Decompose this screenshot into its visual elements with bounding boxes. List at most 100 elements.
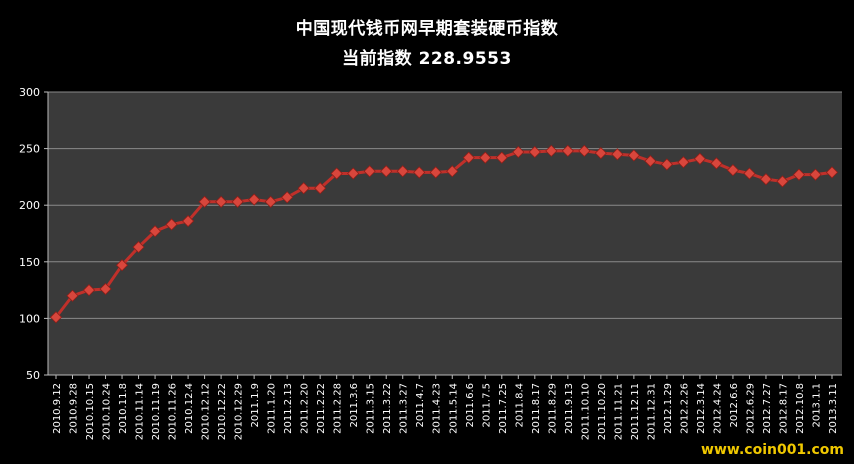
series-index — [49, 144, 839, 324]
y-tick-label: 200 — [19, 199, 40, 212]
data-point — [396, 165, 409, 178]
x-tick-label: 2011.10.20 — [597, 383, 608, 440]
x-tick-label: 2011.1.20 — [267, 383, 278, 434]
data-point — [561, 144, 574, 157]
data-point — [611, 148, 624, 161]
x-tick-label: 2011.3.6 — [349, 383, 360, 428]
x-tick-label: 2011.1.9 — [250, 383, 261, 428]
data-point — [66, 289, 79, 302]
x-tick-label: 2012.6.6 — [729, 383, 740, 428]
x-tick-label: 2011.4.7 — [415, 383, 426, 428]
data-point — [660, 158, 673, 171]
data-point — [297, 182, 310, 195]
x-tick-label: 2012.2.26 — [679, 383, 690, 434]
y-tick-label: 50 — [26, 369, 40, 382]
x-tick-label: 2012.4.24 — [712, 383, 723, 434]
data-point — [627, 149, 640, 162]
data-point — [330, 167, 343, 180]
data-point — [495, 151, 508, 164]
data-point — [644, 154, 657, 168]
x-tick-label: 2011.7.5 — [481, 383, 492, 428]
data-point — [693, 152, 706, 165]
data-point — [215, 195, 228, 208]
data-point — [809, 168, 822, 181]
x-tick-label: 2012.1.29 — [663, 383, 674, 434]
x-tick-label: 2011.2.28 — [333, 383, 344, 434]
data-point — [710, 157, 723, 170]
x-tick-label: 2011.12.11 — [630, 383, 641, 440]
data-point — [413, 166, 426, 179]
data-point — [314, 182, 327, 195]
data-point — [347, 167, 360, 180]
data-point — [512, 145, 525, 159]
data-point — [115, 259, 129, 272]
x-tick-label: 2013.1.1 — [811, 383, 822, 428]
data-point — [825, 166, 839, 179]
x-tick-label: 2011.10.10 — [580, 383, 591, 440]
x-tick-label: 2011.2.13 — [283, 383, 294, 434]
data-point — [99, 282, 112, 296]
x-tick-label: 2011.9.13 — [564, 383, 575, 434]
x-tick-label: 2010.12.29 — [234, 383, 245, 440]
data-point — [743, 167, 756, 180]
plot-area — [48, 92, 842, 375]
x-tick-label: 2010.12.12 — [201, 383, 212, 440]
chart-title-block: 中国现代钱币网早期套装硬币指数 当前指数 228.9553 — [0, 14, 854, 74]
data-point — [165, 218, 178, 231]
data-point — [248, 193, 261, 206]
data-point — [132, 241, 145, 254]
x-tick-label: 2013.3.11 — [828, 383, 839, 434]
chart-subtitle: 当前指数 228.9553 — [342, 49, 512, 69]
data-point — [446, 165, 459, 178]
x-tick-label: 2010.11.26 — [168, 383, 179, 440]
x-tick-label: 2010.9.28 — [69, 383, 80, 434]
x-tick-label: 2010.12.4 — [184, 383, 195, 434]
data-point — [380, 165, 393, 178]
data-point — [726, 164, 740, 177]
y-tick-label: 250 — [19, 143, 40, 156]
x-tick-label: 2010.10.15 — [85, 383, 96, 440]
site-watermark: www.coin001.com — [701, 442, 844, 458]
data-point — [82, 284, 96, 297]
x-tick-label: 2010.12.22 — [217, 383, 228, 440]
x-tick-label: 2012.10.8 — [795, 383, 806, 434]
data-point — [677, 156, 690, 169]
data-point — [792, 168, 806, 181]
data-point — [148, 225, 162, 238]
x-tick-label: 2010.9.12 — [52, 383, 63, 434]
data-point — [462, 151, 475, 164]
x-tick-label: 2010.11.19 — [151, 383, 162, 440]
x-tick-label: 2011.8.29 — [547, 383, 558, 434]
data-point — [528, 145, 541, 159]
x-tick-label: 2011.3.15 — [366, 383, 377, 434]
x-tick-label: 2011.12.31 — [646, 383, 657, 440]
data-point — [578, 144, 591, 157]
data-point — [429, 166, 442, 179]
x-tick-label: 2011.3.27 — [399, 383, 410, 434]
x-tick-label: 2010.11.8 — [118, 383, 129, 434]
data-point — [776, 175, 789, 188]
y-axis: 50 100 150 200 250 300 — [19, 86, 49, 382]
x-tick-label: 2012.3.14 — [696, 383, 707, 434]
data-point — [545, 144, 558, 157]
data-point — [594, 147, 607, 160]
x-tick-label: 2011.8.17 — [531, 383, 542, 434]
data-point — [479, 151, 492, 164]
x-tick-label: 2011.5.14 — [448, 383, 459, 434]
data-point — [49, 311, 63, 324]
x-tick-label: 2012.7.27 — [762, 383, 773, 434]
x-tick-label: 2011.4.23 — [432, 383, 443, 434]
data-point — [281, 191, 294, 204]
x-tick-label: 2011.7.25 — [498, 383, 509, 434]
x-tick-label: 2011.3.22 — [382, 383, 393, 434]
x-tick-label: 2011.8.4 — [514, 383, 525, 428]
x-tick-label: 2011.2.20 — [300, 383, 311, 434]
data-point — [264, 195, 277, 208]
x-tick-label: 2012.8.17 — [778, 383, 789, 434]
data-point — [198, 195, 211, 208]
data-point — [231, 195, 244, 208]
data-point — [363, 165, 376, 178]
y-tick-label: 300 — [19, 86, 40, 99]
x-tick-label: 2011.11.21 — [613, 383, 624, 440]
